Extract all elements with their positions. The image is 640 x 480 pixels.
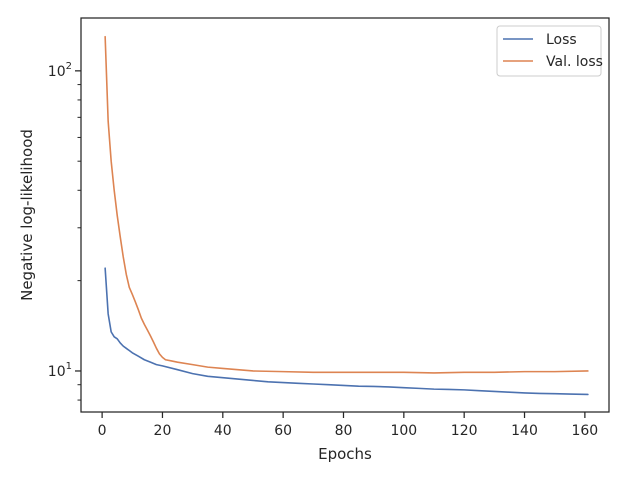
legend-label-2: Val. loss: [546, 54, 603, 70]
y-tick-label: 102: [48, 61, 72, 80]
x-axis-ticks: 0 20 40 60 80 100 120 140 160: [98, 412, 598, 439]
x-tick-label: 160: [571, 423, 598, 439]
axes-frame: [80, 17, 610, 413]
series-layer: [104, 35, 589, 396]
x-tick-label: 0: [98, 423, 107, 439]
x-axis-label: Epochs: [318, 445, 372, 463]
series-line-2: [104, 35, 589, 374]
legend: Loss Val. loss: [496, 25, 603, 77]
legend-label-1: Loss: [546, 32, 577, 48]
y-axis-ticks: 101 102: [48, 61, 81, 401]
x-tick-label: 120: [451, 423, 478, 439]
x-tick-label: 100: [390, 423, 417, 439]
y-axis-label: Negative log-likelihood: [18, 129, 36, 301]
x-tick-label: 80: [335, 423, 353, 439]
x-tick-label: 20: [154, 423, 172, 439]
series-line-1: [104, 267, 589, 396]
y-tick-label: 101: [48, 361, 72, 380]
x-tick-label: 140: [511, 423, 538, 439]
x-tick-label: 60: [274, 423, 292, 439]
x-tick-label: 40: [214, 423, 232, 439]
